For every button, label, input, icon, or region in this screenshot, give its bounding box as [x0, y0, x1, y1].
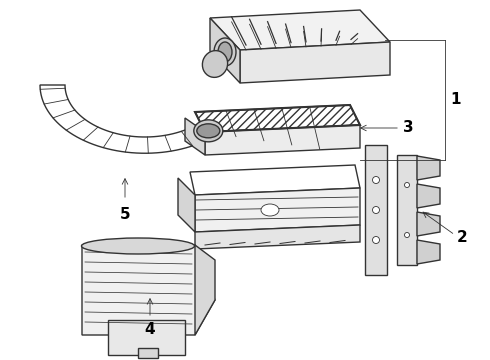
Polygon shape [108, 320, 185, 355]
Ellipse shape [372, 176, 379, 184]
Polygon shape [138, 348, 158, 358]
Ellipse shape [214, 38, 236, 66]
Polygon shape [205, 125, 360, 155]
Ellipse shape [372, 207, 379, 213]
Ellipse shape [218, 42, 232, 62]
Polygon shape [190, 165, 360, 195]
Polygon shape [195, 245, 215, 335]
Polygon shape [417, 184, 440, 208]
Polygon shape [185, 118, 205, 155]
Polygon shape [365, 145, 387, 275]
Polygon shape [195, 188, 360, 232]
Ellipse shape [372, 237, 379, 243]
Polygon shape [240, 42, 390, 83]
Polygon shape [417, 156, 440, 180]
Text: 1: 1 [450, 93, 461, 108]
Ellipse shape [405, 183, 410, 188]
Text: 5: 5 [120, 207, 130, 222]
Polygon shape [195, 105, 360, 132]
Text: 3: 3 [403, 121, 414, 135]
Ellipse shape [405, 233, 410, 238]
Polygon shape [195, 225, 360, 249]
Polygon shape [82, 245, 215, 335]
Ellipse shape [197, 124, 220, 138]
Ellipse shape [194, 120, 223, 142]
Text: 2: 2 [457, 230, 468, 244]
Ellipse shape [261, 204, 279, 216]
Polygon shape [417, 212, 440, 236]
Polygon shape [210, 18, 240, 83]
Polygon shape [397, 155, 417, 265]
Polygon shape [417, 240, 440, 264]
Polygon shape [40, 85, 219, 153]
Polygon shape [178, 178, 195, 232]
Ellipse shape [81, 238, 195, 254]
Polygon shape [210, 10, 390, 50]
Text: 4: 4 [145, 322, 155, 337]
Ellipse shape [202, 51, 228, 77]
